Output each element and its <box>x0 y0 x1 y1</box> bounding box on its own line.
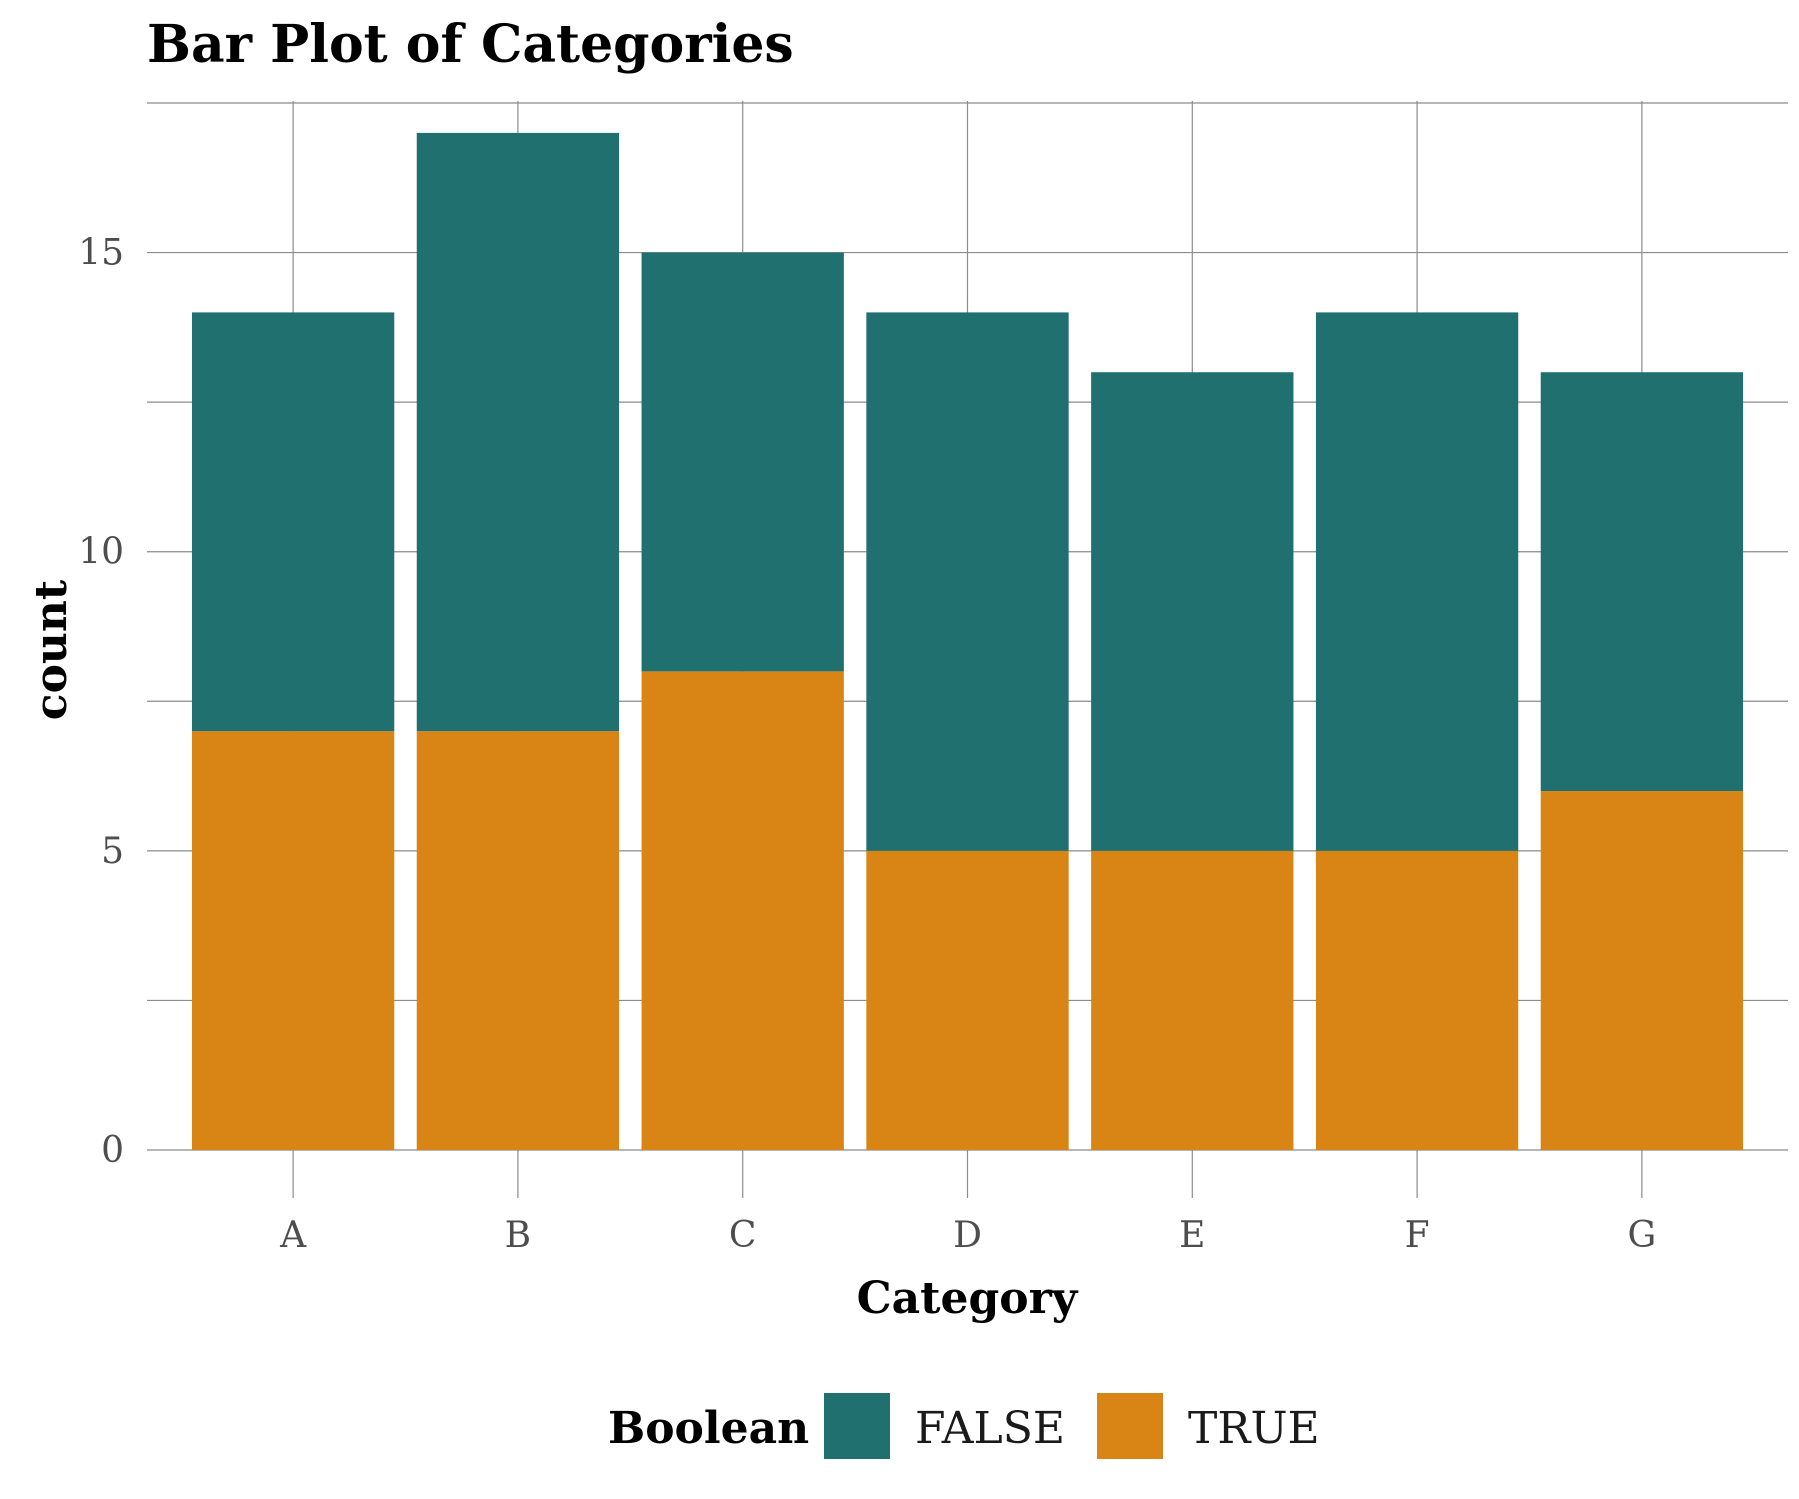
y-tick-label: 10 <box>78 532 124 573</box>
bar-e-true <box>1091 850 1294 1150</box>
legend-key-true <box>1097 1393 1163 1459</box>
y-axis-ticks: 0 5 10 15 <box>78 233 124 1171</box>
bar-b-true <box>416 731 620 1150</box>
x-tick-label: A <box>279 1215 307 1256</box>
bar-f-true <box>1315 850 1519 1150</box>
bar-b-false <box>416 132 620 732</box>
x-tick-label: F <box>1405 1215 1430 1256</box>
y-tick-label: 0 <box>101 1130 124 1171</box>
y-tick-label: 15 <box>78 233 124 274</box>
x-tick-label: D <box>953 1215 982 1256</box>
bar-g-false <box>1540 372 1744 792</box>
x-tick-label: C <box>729 1215 757 1256</box>
y-axis-title: count <box>26 579 77 720</box>
x-axis-ticks: A B C D E F G <box>279 1215 1656 1256</box>
bar-f-false <box>1315 312 1519 851</box>
y-tick-label: 5 <box>101 831 124 872</box>
legend-title: Boolean <box>608 1403 809 1454</box>
legend-label-false: FALSE <box>915 1403 1065 1454</box>
bar-d-true <box>866 850 1069 1150</box>
bars <box>191 132 1744 1150</box>
bar-g-true <box>1540 791 1744 1150</box>
x-tick-label: E <box>1179 1215 1205 1256</box>
bar-e-false <box>1091 372 1294 851</box>
bar-c-true <box>641 671 844 1150</box>
chart-title: Bar Plot of Categories <box>147 14 794 75</box>
legend: Boolean FALSE TRUE <box>608 1393 1320 1459</box>
x-tick-label: B <box>505 1215 531 1256</box>
bar-a-true <box>191 731 395 1150</box>
bar-a-false <box>191 312 395 732</box>
x-tick-label: G <box>1628 1215 1657 1256</box>
legend-label-true: TRUE <box>1188 1403 1320 1454</box>
bar-c-false <box>641 252 844 672</box>
legend-key-false <box>824 1393 890 1459</box>
bar-d-false <box>866 312 1069 851</box>
x-axis-title: Category <box>857 1273 1079 1324</box>
